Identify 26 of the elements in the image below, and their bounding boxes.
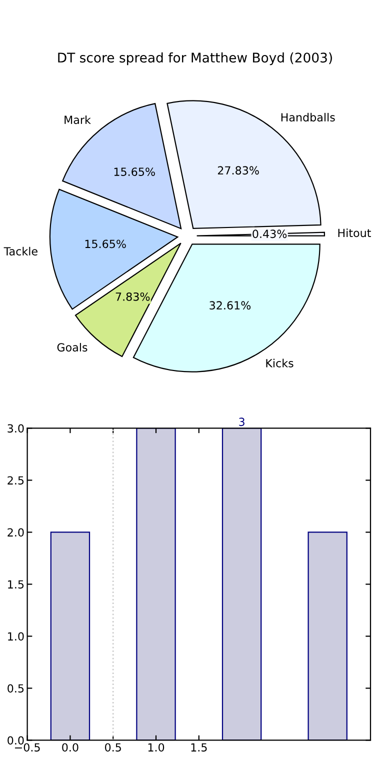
y-tick-label: 0.5 — [8, 684, 24, 693]
data-label: 15.65% — [114, 168, 155, 176]
x-tick-label: 0.0 — [62, 743, 78, 752]
x-tick-label: 1.0 — [148, 743, 164, 752]
slice-label: Handballs — [281, 112, 335, 122]
slice-label: Mark — [64, 115, 91, 124]
data-label: 15.65% — [85, 240, 126, 248]
data-label: 0.43% — [252, 230, 287, 238]
data-label: 3 — [239, 418, 244, 426]
data-label: 7.83% — [116, 292, 150, 301]
x-tick-label: −0.5 — [14, 743, 40, 752]
data-label: 32.61% — [210, 301, 251, 310]
y-tick-label: 2.5 — [8, 476, 24, 485]
y-tick-label: 0.0 — [8, 736, 24, 745]
y-tick-label: 1.5 — [8, 580, 24, 589]
data-label: 27.83% — [218, 166, 259, 175]
slice-label: Tackle — [4, 246, 38, 256]
slice-label: Kicks — [266, 358, 294, 368]
y-tick-label: 3.0 — [8, 424, 24, 433]
x-tick-label: 0.5 — [105, 743, 121, 752]
slice-label: Hitout — [338, 228, 371, 238]
slice-label: Goals — [57, 342, 88, 352]
y-tick-label: 2.0 — [8, 528, 24, 537]
x-tick-label: 1.5 — [191, 743, 207, 752]
y-tick-label: 1.0 — [8, 632, 24, 641]
chart-title: DT score spread for Matthew Boyd (2003) — [58, 52, 332, 66]
